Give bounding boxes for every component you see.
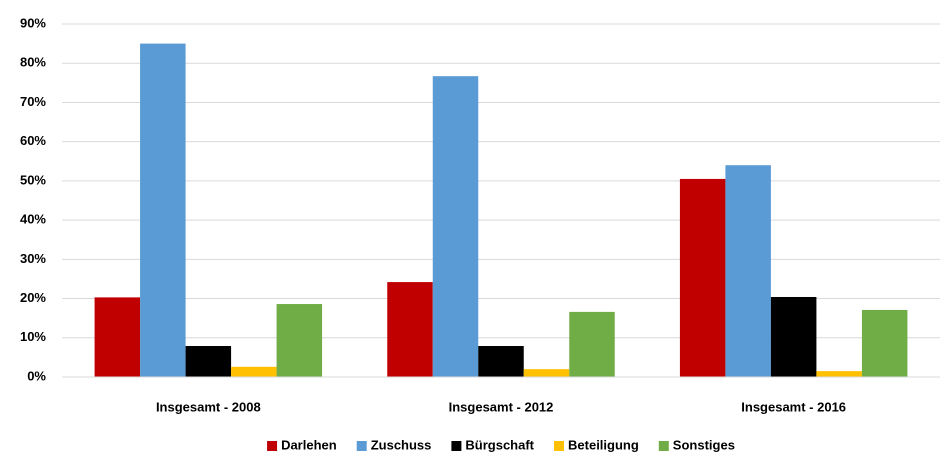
y-tick-label: 0% (27, 368, 46, 383)
bar (478, 346, 524, 377)
x-tick-label: Insgesamt - 2016 (741, 399, 846, 414)
bar (523, 369, 570, 377)
bar (432, 76, 479, 377)
legend-label: Beteiligung (568, 437, 639, 452)
legend-swatch (451, 441, 462, 451)
bar (140, 43, 186, 377)
y-tick-label: 90% (20, 15, 46, 30)
x-tick-label: Insgesamt - 2008 (156, 399, 261, 414)
y-tick-label: 30% (20, 251, 46, 266)
legend-label: Zuschuss (371, 437, 432, 452)
y-tick-label: 50% (20, 172, 46, 187)
bar (725, 165, 771, 377)
legend-swatch (267, 441, 278, 451)
x-tick-label: Insgesamt - 2012 (449, 399, 554, 414)
legend-swatch (356, 441, 367, 451)
bar (569, 311, 615, 377)
y-tick-label: 70% (20, 94, 46, 109)
bar (387, 282, 433, 377)
bar (185, 346, 232, 377)
legend-swatch (554, 441, 565, 451)
y-tick-label: 10% (20, 329, 46, 344)
bar (861, 309, 908, 377)
bar (679, 178, 726, 377)
y-tick-label: 60% (20, 133, 46, 148)
bar (770, 296, 817, 377)
legend-label: Sonstiges (673, 437, 735, 452)
legend-swatch (658, 441, 669, 451)
bar (231, 366, 277, 377)
bar (94, 297, 141, 377)
bar (816, 371, 862, 377)
bar (276, 304, 323, 377)
y-tick-label: 40% (20, 212, 46, 227)
y-tick-label: 80% (20, 55, 46, 70)
legend-label: Darlehen (281, 437, 337, 452)
legend-label: Bürgschaft (465, 437, 534, 452)
y-tick-label: 20% (20, 290, 46, 305)
